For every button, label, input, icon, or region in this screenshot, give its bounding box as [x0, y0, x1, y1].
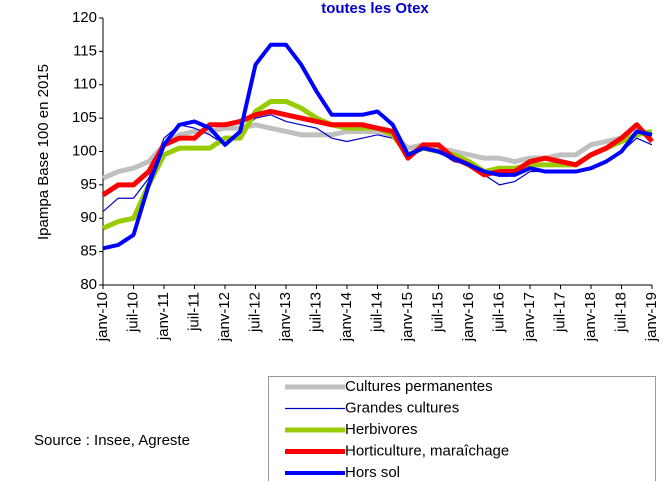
x-tick-label: juil-13 [307, 292, 324, 333]
x-tick-label: juil-16 [490, 292, 507, 333]
y-axis-label: Ipampa Base 100 en 2015 [35, 64, 52, 240]
x-tick-label: juil-10 [124, 292, 141, 333]
y-tick-label: 80 [80, 276, 97, 293]
x-tick-label: janv-11 [155, 292, 172, 341]
y-tick-label: 95 [80, 176, 97, 193]
y-tick-label: 100 [72, 142, 97, 159]
series-line [101, 108, 654, 197]
legend-label: Herbivores [345, 421, 418, 438]
series-line [102, 42, 653, 251]
x-tick-label: janv-17 [521, 292, 538, 342]
x-tick-label: juil-17 [551, 292, 568, 333]
x-tick-label: janv-12 [216, 292, 233, 342]
series-line [101, 122, 653, 181]
x-tick-label: juil-11 [185, 292, 202, 332]
y-tick-label: 85 [80, 243, 97, 260]
chart-title: toutes les Otex [321, 0, 429, 17]
x-tick-label: janv-13 [277, 292, 294, 342]
x-tick-label: janv-10 [94, 292, 111, 342]
x-tick-label: janv-19 [643, 292, 660, 342]
y-tick-label: 105 [72, 109, 97, 126]
x-tick-label: juil-12 [246, 292, 263, 333]
y-tick-label: 115 [73, 42, 97, 59]
legend-label: Grandes cultures [345, 399, 459, 416]
y-tick-label: 110 [73, 76, 97, 93]
source-note: Source : Insee, Agreste [34, 432, 190, 449]
x-tick-label: janv-18 [582, 292, 599, 342]
y-tick-label: 90 [80, 209, 97, 226]
legend-label: Cultures permanentes [345, 378, 493, 395]
legend-label: Hors sol [345, 464, 400, 481]
x-tick-label: juil-14 [368, 292, 385, 333]
x-tick-label: janv-15 [399, 292, 416, 342]
x-tick-label: juil-15 [429, 292, 446, 333]
legend-label: Horticulture, maraîchage [345, 442, 509, 459]
x-tick-label: juil-18 [612, 292, 629, 333]
x-tick-label: janv-14 [338, 292, 355, 342]
x-tick-label: janv-16 [460, 292, 477, 342]
y-tick-label: 120 [72, 9, 97, 26]
